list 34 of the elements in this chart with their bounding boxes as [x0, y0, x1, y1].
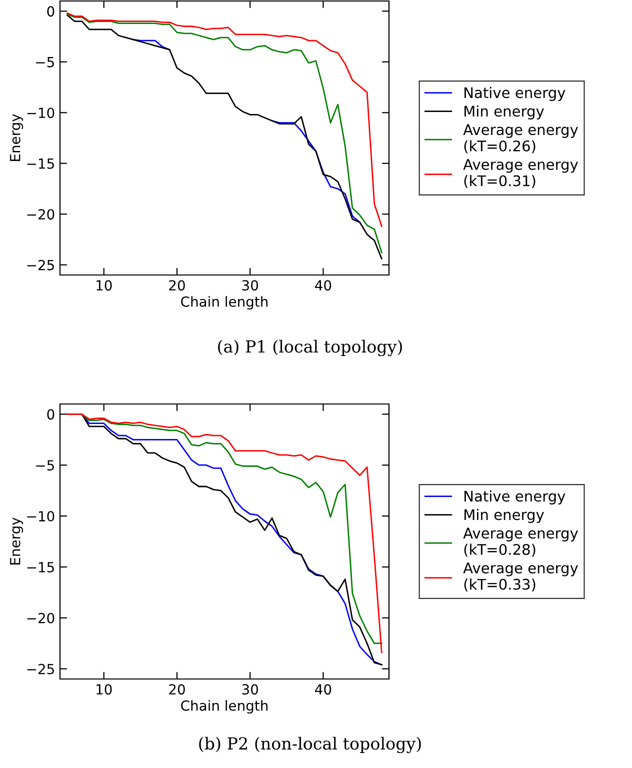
x-tick-label: 30: [242, 684, 258, 695]
legend-label: Native energy: [464, 86, 566, 101]
x-axis-title: Chain length: [181, 296, 268, 310]
y-tick-label: −25: [27, 260, 54, 270]
x-tick-label: 40: [315, 684, 332, 695]
y-tick-label: −10: [27, 511, 54, 522]
x-tick-label: 20: [169, 684, 185, 695]
x-tick-label: 40: [315, 280, 332, 291]
y-tick-label: −20: [27, 612, 54, 624]
y-axis-title: Energy: [10, 518, 24, 564]
y-axis-title: Energy: [10, 114, 24, 161]
x-tick-label: 20: [169, 280, 185, 291]
y-tick-label: −15: [27, 158, 54, 169]
x-tick-label: 30: [242, 280, 258, 291]
text: (a) P1 (local topology): [218, 340, 402, 356]
legend-label: Average energy (kT=0.26): [463, 124, 578, 154]
legend-label: Average energy (kT=0.31): [463, 159, 578, 188]
legend-label: Native energy: [464, 490, 566, 504]
x-axis-title: Chain length: [181, 700, 268, 714]
legend-label: Average energy (kT=0.33): [463, 562, 578, 592]
y-tick-label: −20: [27, 209, 54, 220]
text: (b) P2 (non-local topology): [199, 736, 421, 754]
y-tick-label: −5: [36, 460, 54, 471]
y-tick-label: −15: [27, 562, 54, 572]
y-tick-label: 0: [47, 6, 54, 17]
y-tick-label: −5: [36, 57, 54, 68]
y-tick-label: 0: [47, 409, 54, 420]
x-tick-label: 10: [96, 684, 112, 695]
x-tick-label: 10: [96, 280, 112, 291]
y-tick-label: −25: [27, 664, 54, 674]
y-tick-label: −10: [27, 108, 54, 118]
legend-label: Min energy: [464, 508, 544, 523]
legend-label: Average energy (kT=0.28): [463, 528, 578, 557]
legend-label: Min energy: [464, 105, 544, 120]
